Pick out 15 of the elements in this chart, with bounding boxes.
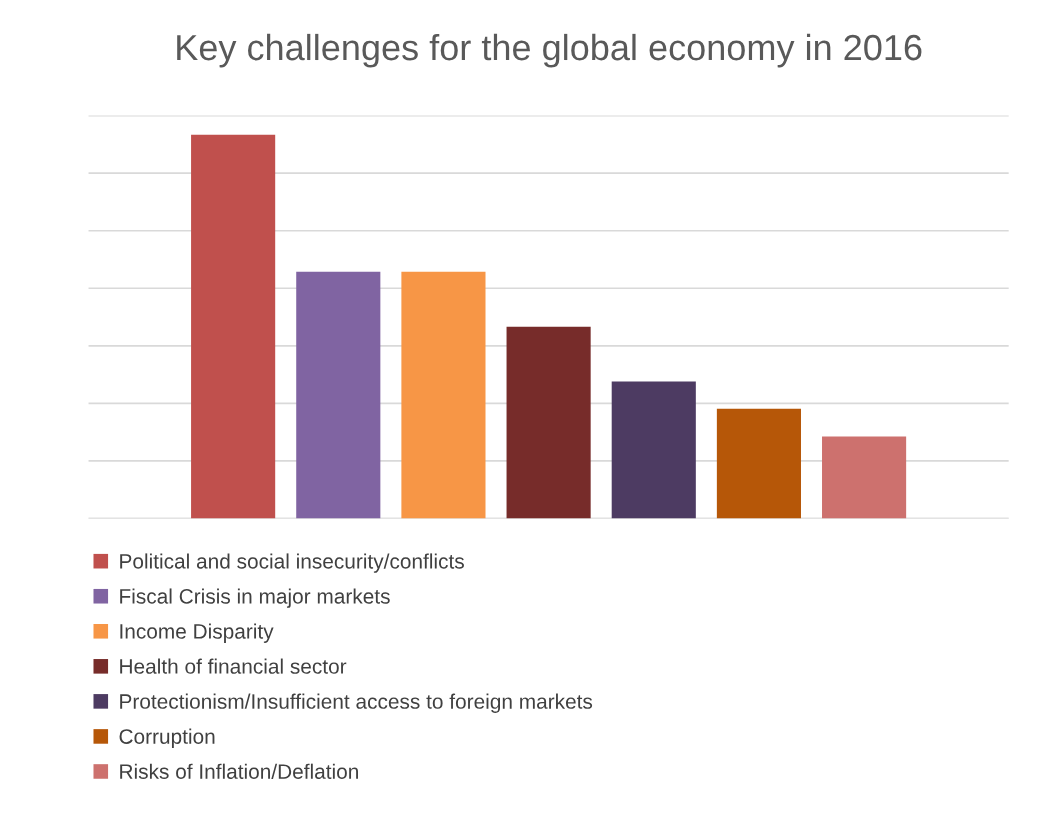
legend-label: Health of financial sector [120, 658, 347, 674]
legend-label: Fiscal Crisis in major markets [120, 588, 390, 608]
legend-label: Risks of Inflation/Deflation [120, 763, 358, 779]
bar [822, 436, 907, 519]
bar [506, 326, 591, 519]
bar [191, 134, 276, 519]
bar [716, 408, 801, 519]
bar [296, 271, 381, 519]
legend-label: Protectionism/Insufficient access to foreign markets [120, 693, 593, 713]
legend-label: Political and social insecurity/conflicts [120, 553, 464, 573]
bar [401, 271, 486, 519]
bar [611, 381, 696, 519]
legend-label: Income Disparity [120, 623, 274, 643]
chart-title: Key challenges for the global economy in 2016 [177, 33, 922, 68]
legend-label: Corruption [119, 728, 215, 749]
